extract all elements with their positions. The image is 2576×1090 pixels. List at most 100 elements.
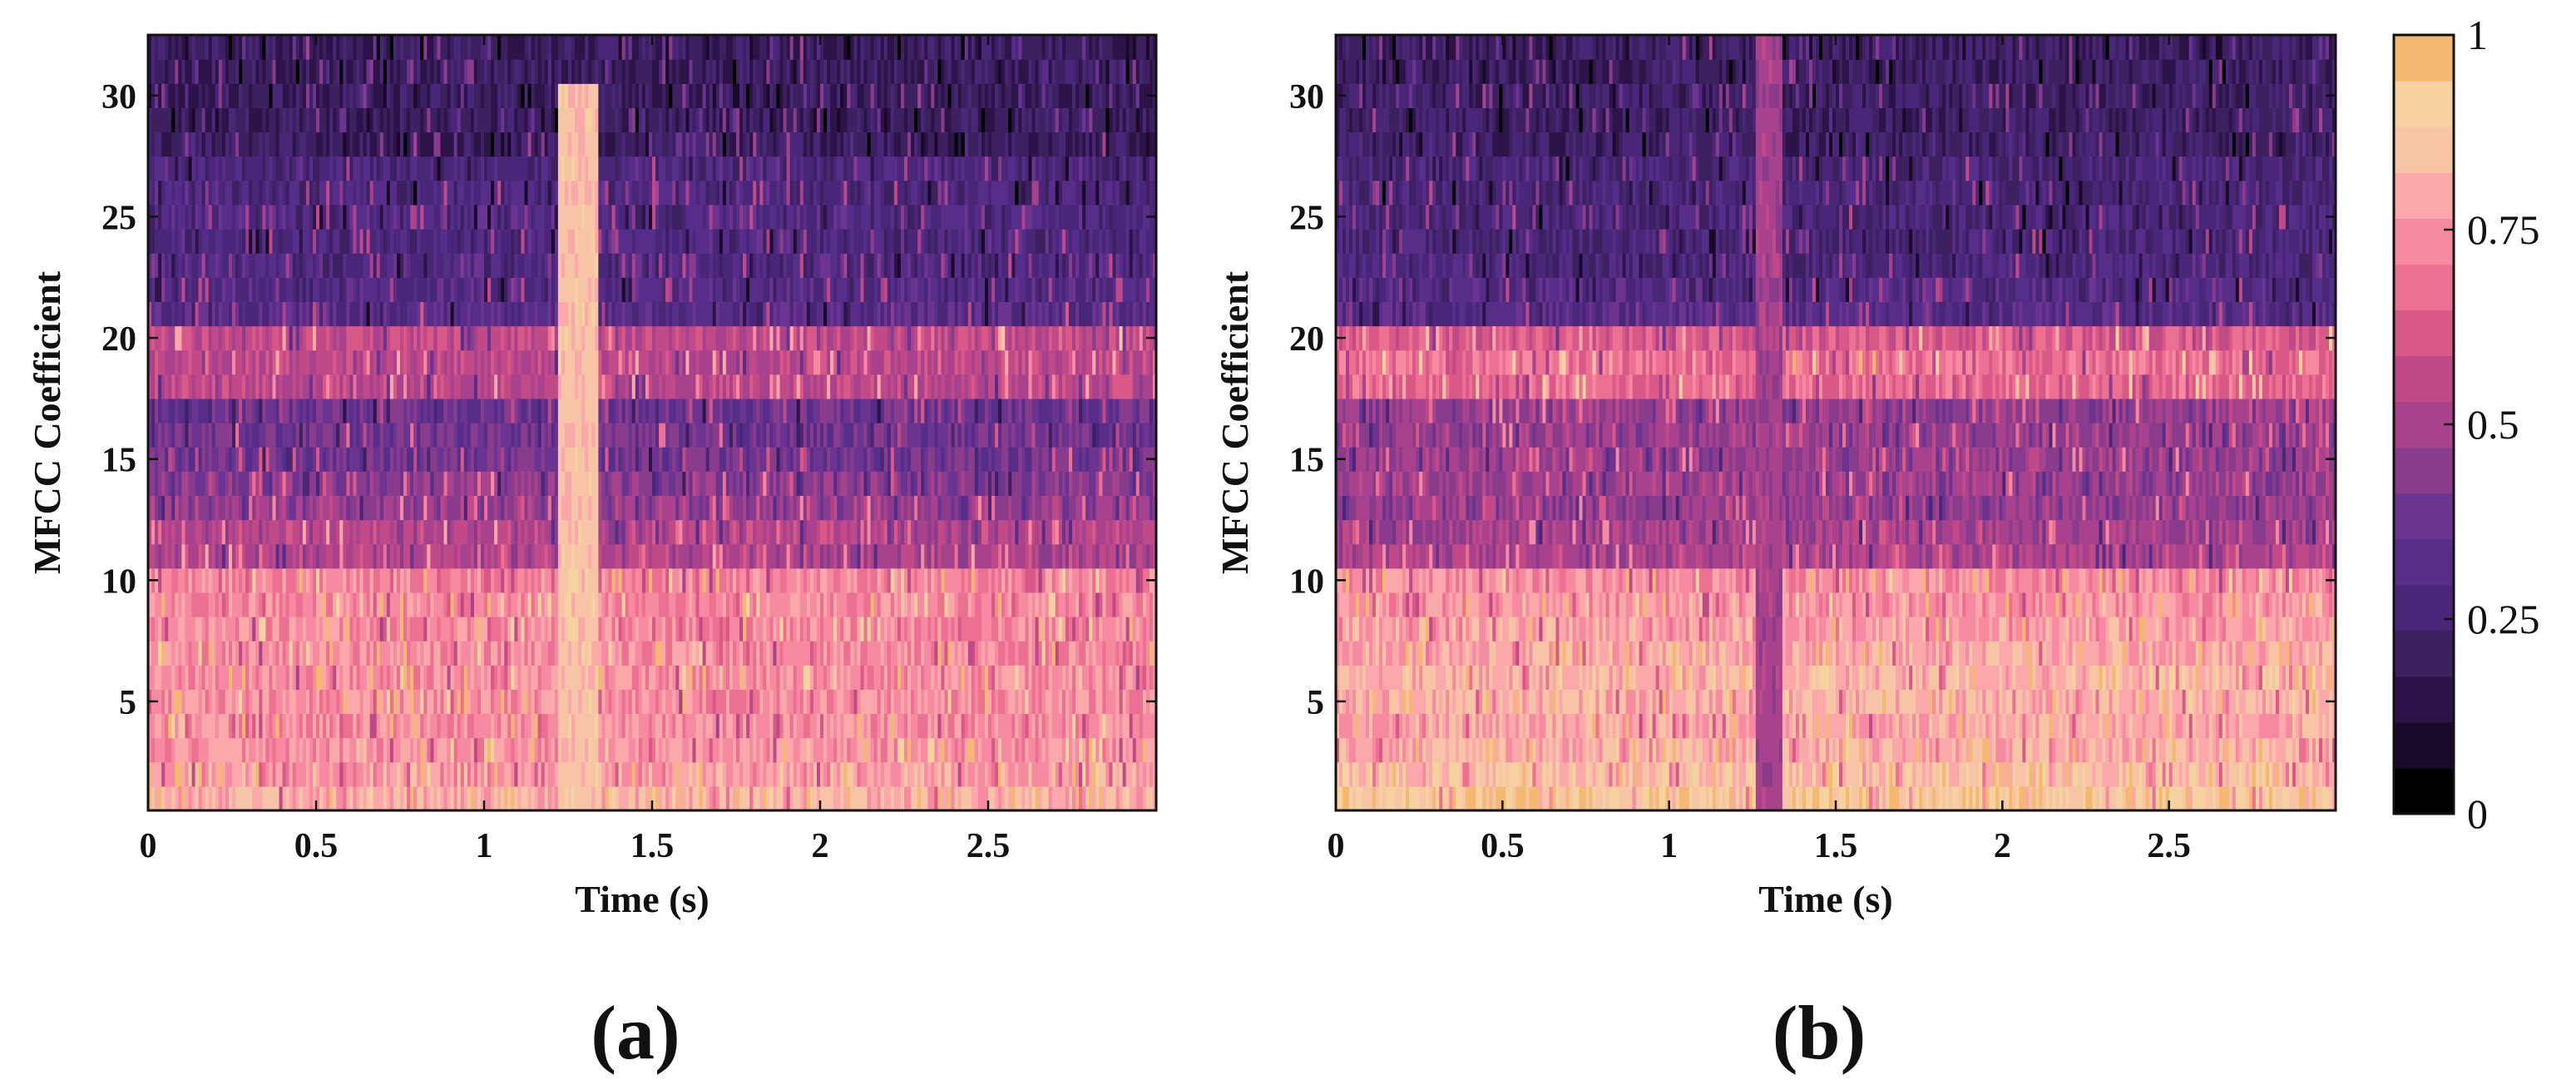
heatmap-cell	[645, 567, 650, 593]
heatmap-cell	[275, 592, 280, 617]
heatmap-cell	[1015, 737, 1019, 763]
heatmap-cell	[443, 543, 455, 569]
heatmap-cell	[524, 471, 529, 496]
heatmap-cell	[863, 325, 868, 351]
heatmap-cell	[877, 737, 882, 763]
heatmap-cell	[191, 785, 196, 811]
heatmap-cell	[215, 253, 220, 278]
heatmap-cell	[682, 689, 686, 715]
heatmap-cell	[941, 641, 946, 666]
heatmap-cell	[1082, 349, 1086, 375]
heatmap-cell	[282, 495, 287, 521]
heatmap-cell	[1149, 423, 1154, 448]
heatmap-cell	[672, 349, 676, 375]
heatmap-cell	[316, 423, 324, 448]
heatmap-cell	[501, 349, 508, 375]
heatmap-cell	[615, 519, 620, 545]
heatmap-cell	[507, 641, 512, 666]
heatmap-cell	[941, 617, 949, 642]
heatmap-cell	[547, 398, 552, 424]
heatmap-cell	[262, 374, 266, 399]
heatmap-cell	[853, 761, 858, 787]
heatmap-cell	[816, 761, 821, 787]
heatmap-cell	[749, 785, 754, 811]
heatmap-cell	[877, 301, 882, 327]
heatmap-cell	[1048, 713, 1053, 739]
heatmap-cell	[232, 325, 236, 351]
heatmap-cell	[900, 761, 905, 787]
heatmap-cell	[1122, 617, 1127, 642]
heatmap-cell	[349, 641, 354, 666]
heatmap-cell	[269, 495, 274, 521]
heatmap-cell	[1129, 567, 1137, 593]
heatmap-cell	[575, 253, 579, 278]
heatmap-cell	[531, 641, 536, 666]
heatmap-cell	[1119, 785, 1124, 811]
heatmap-cell	[221, 349, 233, 375]
heatmap-cell	[252, 325, 256, 351]
heatmap-cell	[652, 471, 656, 496]
heatmap-cell	[494, 495, 498, 521]
heatmap-cell	[275, 423, 284, 448]
heatmap-cell	[242, 495, 246, 521]
heatmap-cell	[175, 349, 179, 375]
heatmap-cell	[242, 374, 246, 399]
heatmap-cell	[1095, 471, 1100, 496]
heatmap-cell	[773, 713, 778, 739]
heatmap-cell	[907, 689, 912, 715]
heatmap-cell	[289, 325, 294, 351]
heatmap-cell	[799, 398, 808, 424]
heatmap-cell	[453, 471, 462, 496]
heatmap-cell	[480, 277, 485, 302]
heatmap-cell	[863, 277, 875, 302]
heatmap-cell	[736, 567, 740, 593]
heatmap-cell	[961, 398, 966, 424]
heatmap-cell	[389, 641, 394, 666]
heatmap-cell	[709, 277, 714, 302]
heatmap-cell	[437, 423, 445, 448]
heatmap-cell	[265, 253, 270, 278]
heatmap-cell	[1125, 665, 1134, 690]
heatmap-cell	[420, 374, 424, 399]
heatmap-cell	[739, 277, 747, 302]
heatmap-cell	[575, 713, 596, 739]
heatmap-cell	[995, 519, 999, 545]
heatmap-cell	[161, 398, 169, 424]
heatmap-cell	[504, 277, 508, 302]
heatmap-cell	[769, 713, 774, 739]
heatmap-cell	[675, 374, 697, 399]
heatmap-cell	[319, 617, 324, 642]
heatmap-cell	[171, 689, 176, 715]
heatmap-cell	[971, 325, 976, 351]
heatmap-cell	[228, 301, 233, 327]
heatmap-cell	[759, 471, 764, 496]
heatmap-cell	[732, 785, 737, 811]
heatmap-cell	[557, 398, 582, 424]
heatmap-cell	[275, 761, 284, 787]
heatmap-cell	[312, 277, 320, 302]
heatmap-cell	[1028, 665, 1033, 690]
heatmap-cell	[463, 495, 468, 521]
heatmap-cell	[272, 592, 277, 617]
heatmap-cell	[1119, 447, 1124, 472]
heatmap-cell	[521, 471, 526, 496]
heatmap-cell	[185, 641, 190, 666]
heatmap-cell	[514, 713, 518, 739]
heatmap-cell	[195, 471, 206, 496]
heatmap-cell	[907, 277, 912, 302]
heatmap-cell	[497, 785, 502, 811]
heatmap-cell	[803, 277, 808, 302]
heatmap-cell	[659, 447, 663, 472]
heatmap-cell	[705, 665, 710, 690]
heatmap-cell	[316, 617, 320, 642]
heatmap-cell	[1065, 567, 1070, 593]
heatmap-cell	[289, 785, 294, 811]
heatmap-cell	[208, 641, 213, 666]
heatmap-cell	[437, 689, 442, 715]
heatmap-cell	[1115, 567, 1120, 593]
heatmap-cell	[669, 737, 683, 763]
heatmap-cell	[504, 785, 508, 811]
heatmap-cell	[988, 567, 992, 593]
heatmap-cell	[1072, 665, 1076, 690]
heatmap-cell	[820, 785, 834, 811]
